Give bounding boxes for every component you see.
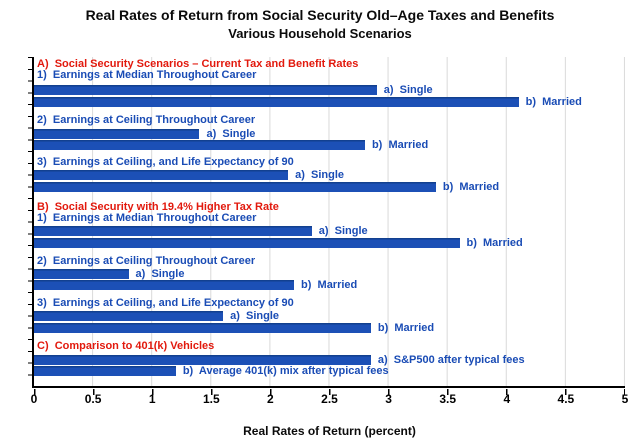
- bar-row-b3-single: a) Single: [34, 310, 625, 322]
- y-axis-ticks: [28, 57, 32, 386]
- x-tick-label-3p5: 3.5: [439, 392, 457, 406]
- bar-row-c-401k: b) Average 401(k) mix after typical fees: [34, 365, 625, 377]
- x-tick-label-0: 0: [30, 392, 38, 406]
- chart-title: Real Rates of Return from Social Securit…: [85, 7, 555, 23]
- bar-label-c-sp500: a) S&P500 after typical fees: [377, 353, 525, 366]
- x-tick-label-0p5: 0.5: [84, 392, 102, 406]
- bar-a2-single: [34, 128, 200, 139]
- bar-row-a1-married: b) Married: [34, 95, 625, 108]
- bar-label-b1-married: b) Married: [466, 236, 523, 249]
- bar-label-a1-married: b) Married: [525, 95, 582, 108]
- bar-row-a3-single: a) Single: [34, 169, 625, 181]
- bar-label-b2-single: a) Single: [135, 267, 185, 280]
- x-tick-label-1p5: 1.5: [202, 392, 220, 406]
- bar-b2-married: [34, 280, 295, 290]
- bar-label-a3-single: a) Single: [295, 169, 345, 181]
- bar-b3-married: [34, 322, 371, 333]
- bar-label-b1-single: a) Single: [318, 225, 368, 237]
- group-label-b3: 3) Earnings at Ceiling, and Life Expecta…: [37, 297, 294, 309]
- bar-label-a1-single: a) Single: [383, 84, 433, 96]
- bar-label-a3-married: b) Married: [442, 180, 500, 193]
- bar-row-a1-single: a) Single: [34, 84, 625, 96]
- x-tick-label-3: 3: [385, 392, 392, 406]
- bar-row-b2-married: b) Married: [34, 279, 625, 291]
- section-a-header: A) Social Security Scenarios – Current T…: [37, 58, 359, 70]
- section-b-header: B) Social Security with 19.4% Higher Tax…: [37, 200, 279, 213]
- bar-row-b1-married: b) Married: [34, 236, 625, 249]
- bar-c-401k: [34, 366, 176, 376]
- x-tick-label-1: 1: [148, 392, 156, 406]
- x-axis-tick-labels: 0 0.5 1 1.5 2 2.5 3 3.5 4 4.5 5: [30, 392, 629, 407]
- section-c-header: C) Comparison to 401(k) Vehicles: [37, 340, 215, 352]
- bar-a3-married: [34, 181, 436, 192]
- x-axis-title: Real Rates of Return (percent): [243, 424, 416, 438]
- bar-label-b3-single: a) Single: [230, 310, 280, 322]
- bar-a2-married: [34, 140, 365, 150]
- bar-b3-single: [34, 311, 224, 321]
- bar-b1-single: [34, 226, 312, 236]
- bar-row-c-sp500: a) S&P500 after typical fees: [34, 353, 625, 366]
- x-tick-label-2p5: 2.5: [321, 392, 338, 406]
- bar-b2-single: [34, 268, 129, 279]
- bar-label-a2-single: a) Single: [206, 127, 256, 140]
- x-tick-label-2: 2: [267, 392, 274, 406]
- bar-label-a2-married: b) Married: [371, 139, 429, 151]
- group-label-a2: 2) Earnings at Ceiling Throughout Career: [37, 114, 256, 126]
- x-axis-ticks: [34, 389, 625, 395]
- x-tick-label-5: 5: [621, 392, 629, 406]
- group-label-a3: 3) Earnings at Ceiling, and Life Expecta…: [37, 155, 294, 168]
- bar-row-b3-married: b) Married: [34, 321, 625, 334]
- bar-row-a3-married: b) Married: [34, 180, 625, 193]
- bar-row-b2-single: a) Single: [34, 267, 625, 280]
- bar-a3-single: [34, 170, 289, 180]
- bar-row-b1-single: a) Single: [34, 225, 625, 237]
- bar-label-b2-married: b) Married: [301, 279, 358, 291]
- bar-b1-married: [34, 237, 460, 248]
- group-label-b2: 2) Earnings at Ceiling Throughout Career: [37, 255, 256, 267]
- bar-row-a2-single: a) Single: [34, 127, 625, 140]
- bar-a1-married: [34, 96, 519, 107]
- bar-c-sp500: [34, 354, 371, 365]
- x-tick-label-4: 4: [503, 392, 511, 406]
- group-label-b1: 1) Earnings at Median Throughout Career: [37, 211, 257, 224]
- group-label-a1: 1) Earnings at Median Throughout Career: [37, 69, 257, 81]
- bar-label-c-401k: b) Average 401(k) mix after typical fees: [182, 365, 389, 377]
- chart-subtitle: Various Household Scenarios: [228, 26, 412, 41]
- bar-label-b3-married: b) Married: [377, 321, 435, 334]
- bar-a1-single: [34, 85, 377, 95]
- bar-row-a2-married: b) Married: [34, 139, 625, 151]
- plot-area: A) Social Security Scenarios – Current T…: [28, 57, 625, 395]
- x-tick-label-4p5: 4.5: [557, 392, 575, 406]
